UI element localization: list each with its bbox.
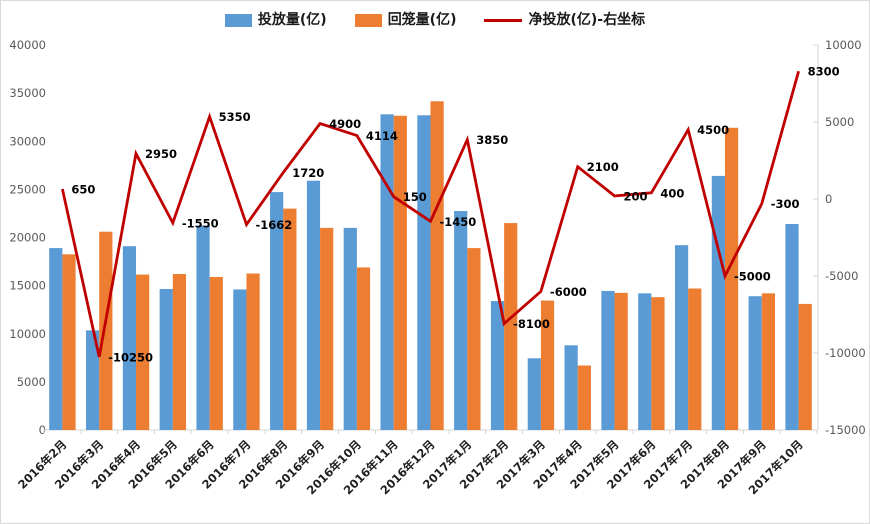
legend-label-net: 净投放(亿)-右坐标 <box>528 12 646 28</box>
net-line-data-label: 5350 <box>219 110 251 124</box>
left-axis-tick-label: 0 <box>39 423 46 437</box>
right-axis-tick-label: -10000 <box>825 346 866 360</box>
withdrawal-bar <box>430 101 444 431</box>
net-line-data-label: 4900 <box>329 117 361 131</box>
withdrawal-bar <box>209 276 223 430</box>
left-axis-tick-label: 35000 <box>9 86 46 100</box>
injection-bar <box>306 180 321 430</box>
legend-item-net[interactable]: 净投放(亿)-右坐标 <box>484 13 645 27</box>
net-line-data-label: -1550 <box>182 216 219 230</box>
injection-bar <box>454 211 468 430</box>
injection-bar <box>490 301 505 430</box>
legend-label-injection: 投放量(亿) <box>257 12 327 28</box>
net-line-data-label: -300 <box>771 197 800 211</box>
withdrawal-bar <box>393 115 407 431</box>
withdrawal-bar <box>614 292 628 430</box>
withdrawal-bar <box>136 274 150 430</box>
withdrawal-bar <box>540 300 555 430</box>
withdrawal-bar <box>504 223 518 430</box>
right-axis-tick-label: 10000 <box>825 38 862 52</box>
left-axis-tick-label: 20000 <box>9 231 46 245</box>
injection-bar <box>343 227 357 430</box>
left-axis-tick-label: 25000 <box>9 182 46 196</box>
left-axis-tick-label: 15000 <box>9 279 46 293</box>
left-axis-tick-label: 5000 <box>17 375 46 389</box>
net-line-data-label: -1450 <box>440 215 477 229</box>
right-axis-tick-label: -5000 <box>825 269 858 283</box>
injection-bar <box>711 175 725 430</box>
withdrawal-bar <box>798 303 812 430</box>
net-line-data-label: 2100 <box>587 160 619 174</box>
injection-bar <box>674 245 689 430</box>
injection-bar <box>49 248 63 430</box>
net-line-data-label: 3850 <box>476 133 508 147</box>
withdrawal-bar <box>651 297 665 430</box>
withdrawal-bar <box>246 273 260 430</box>
net-line-data-label: 200 <box>624 189 648 203</box>
legend-item-withdrawal[interactable]: 回笼量(亿) <box>354 12 457 28</box>
net-line-data-label: 150 <box>403 190 427 204</box>
left-axis-tick-label: 10000 <box>9 327 46 341</box>
injection-bar <box>270 192 284 430</box>
withdrawal-bar <box>761 293 775 430</box>
net-line-data-label: 8300 <box>808 65 840 79</box>
right-axis-tick-label: 5000 <box>825 115 854 129</box>
net-injection-line <box>61 70 800 358</box>
injection-bar <box>638 293 652 430</box>
withdrawal-bar <box>467 248 481 430</box>
net-line-data-label: -5000 <box>734 270 771 284</box>
withdrawal-bar <box>356 267 371 430</box>
right-axis-tick-label: -15000 <box>825 423 866 437</box>
chart-legend: 投放量(亿) 回笼量(亿) 净投放(亿)-右坐标 <box>1 8 869 32</box>
withdrawal-bar <box>577 365 591 430</box>
net-line-data-label: 1720 <box>292 166 324 180</box>
injection-swatch-icon <box>224 13 252 27</box>
injection-bar <box>785 224 799 430</box>
right-axis-tick-label: 0 <box>825 192 832 206</box>
withdrawal-bar <box>172 274 187 430</box>
net-line-data-label: 4114 <box>366 129 398 143</box>
net-line-data-label: 2950 <box>145 147 177 161</box>
injection-bar <box>564 345 578 430</box>
net-line-swatch-icon <box>484 18 523 22</box>
net-line-data-label: -10250 <box>108 350 153 364</box>
net-line-data-label: -6000 <box>550 285 587 299</box>
legend-item-injection[interactable]: 投放量(亿) <box>224 12 327 28</box>
injection-bar <box>748 296 762 430</box>
withdrawal-bar <box>283 208 297 430</box>
injection-bar <box>601 290 615 430</box>
injection-bar <box>122 246 137 430</box>
withdrawal-bar <box>724 127 739 431</box>
withdrawal-bar <box>688 288 702 430</box>
injection-bar <box>380 114 394 431</box>
injection-bar <box>417 115 431 430</box>
left-axis-tick-label: 30000 <box>9 134 46 148</box>
left-axis-tick-label: 40000 <box>9 38 46 52</box>
injection-bar <box>86 330 100 430</box>
injection-bar <box>159 288 173 430</box>
withdrawal-swatch-icon <box>354 13 382 27</box>
net-line-data-label: -8100 <box>513 317 550 331</box>
net-line-data-label: 650 <box>71 182 95 196</box>
withdrawal-bar <box>99 231 113 430</box>
injection-bar <box>233 289 247 430</box>
net-line-data-label: 400 <box>660 186 684 200</box>
legend-label-withdrawal: 回笼量(亿) <box>387 12 457 28</box>
net-line-data-label: -1662 <box>255 218 292 232</box>
injection-bar <box>527 358 541 430</box>
injection-bar <box>196 225 210 430</box>
net-line-data-label: 4500 <box>697 123 729 137</box>
withdrawal-bar <box>62 254 76 430</box>
withdrawal-bar <box>320 227 334 430</box>
